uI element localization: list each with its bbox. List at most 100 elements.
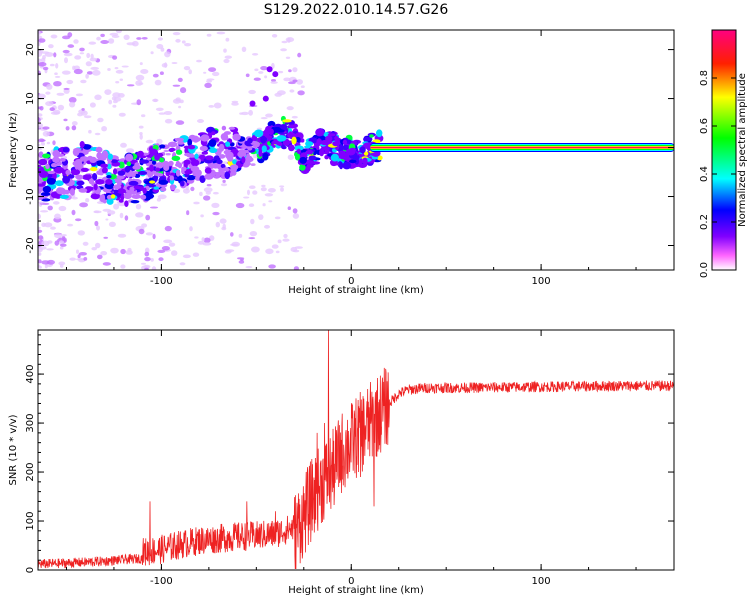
spectrogram-blob bbox=[279, 124, 288, 130]
snr-xtick-label: -100 bbox=[150, 576, 173, 587]
spectrogram-speck bbox=[158, 112, 166, 115]
spectrogram-speck bbox=[150, 51, 154, 55]
spectrogram-speck bbox=[120, 264, 126, 269]
spectrogram-blob bbox=[323, 132, 329, 137]
spectrogram-blob bbox=[305, 141, 314, 147]
spectrogram-blob bbox=[308, 155, 317, 161]
spectrogram-speck bbox=[260, 187, 267, 192]
spectrogram-speck bbox=[262, 203, 266, 207]
spectrogram-blob bbox=[124, 200, 129, 207]
spectrogram-blob bbox=[211, 131, 216, 136]
spectrogram-ytick-label: -20 bbox=[25, 237, 36, 253]
colorbar-tick-label: 0.4 bbox=[699, 166, 710, 182]
spectrogram-speck bbox=[42, 66, 49, 71]
spectrogram-blob bbox=[110, 159, 118, 164]
spectrogram-speck bbox=[95, 242, 101, 249]
spectrogram-blob bbox=[339, 161, 344, 170]
spectrogram-ytick-label: 10 bbox=[25, 92, 36, 105]
spectrogram-speck bbox=[188, 69, 192, 75]
spectrogram-blob bbox=[75, 159, 84, 163]
spectrogram-blob bbox=[38, 158, 48, 166]
spectrogram-speck bbox=[163, 239, 173, 244]
spectrogram-speck bbox=[135, 212, 144, 218]
spectrogram-speck bbox=[38, 252, 42, 256]
spectrogram-blob bbox=[134, 173, 141, 178]
spectrogram-speck bbox=[219, 218, 227, 224]
spectrogram-speck bbox=[290, 247, 298, 252]
spectrogram-blob bbox=[52, 156, 60, 164]
spectrogram-blob bbox=[363, 151, 369, 156]
spectrogram-speck bbox=[225, 37, 230, 42]
spectrogram-speck bbox=[175, 120, 185, 125]
spectrogram-speck bbox=[189, 226, 193, 232]
spectrogram-speck bbox=[203, 195, 211, 201]
spectrogram-blob bbox=[54, 166, 65, 174]
spectrogram-speck bbox=[94, 220, 99, 227]
snr-content bbox=[38, 330, 674, 570]
spectrogram-speck bbox=[89, 57, 98, 62]
spectrogram-speck bbox=[215, 221, 220, 228]
spectrogram-speck bbox=[185, 184, 189, 191]
spectrogram-speck bbox=[230, 232, 234, 237]
spectrogram-blob bbox=[54, 180, 64, 187]
spectrogram-blob bbox=[42, 153, 51, 159]
spectrogram-blob bbox=[117, 170, 126, 176]
spectrogram-speck bbox=[64, 57, 68, 64]
spectrogram-blob bbox=[186, 154, 197, 158]
spectrogram-speck bbox=[38, 226, 41, 230]
spectrogram-speck bbox=[141, 114, 146, 118]
spectrogram-speck bbox=[157, 194, 167, 200]
spectrogram-speck bbox=[157, 249, 166, 253]
spectrogram-speck bbox=[252, 190, 258, 195]
spectrogram-speck bbox=[283, 77, 291, 82]
spectrogram-speck bbox=[145, 232, 153, 236]
spectrogram-blob bbox=[145, 157, 152, 161]
spectrogram-speck bbox=[164, 225, 172, 232]
spectrogram-speck bbox=[83, 257, 88, 261]
spectrogram-blob bbox=[116, 182, 122, 186]
spectrogram-speck bbox=[119, 212, 124, 219]
spectrogram-speck bbox=[265, 248, 274, 255]
spectrogram-speck bbox=[271, 79, 276, 82]
spectrogram-speck bbox=[282, 238, 290, 242]
spectrogram-speck bbox=[61, 234, 67, 237]
spectrogram-blob bbox=[158, 179, 169, 185]
spectrogram-blob bbox=[221, 125, 227, 131]
spectrogram-xtick-label: 0 bbox=[348, 276, 354, 287]
spectrogram-blob bbox=[325, 135, 333, 142]
spectrogram-speck bbox=[240, 258, 244, 261]
spectrogram-speck bbox=[193, 201, 200, 205]
spectrogram-speck bbox=[117, 233, 127, 238]
spectrogram-frame bbox=[37, 29, 675, 271]
spectrogram-speck bbox=[254, 68, 259, 72]
spectrogram-speck bbox=[216, 31, 226, 35]
spectrogram-speck bbox=[279, 185, 285, 188]
spectrogram-speck bbox=[144, 251, 150, 257]
spectrogram-content bbox=[38, 30, 674, 270]
spectrogram-speck bbox=[156, 44, 164, 49]
spectrogram-ytick-label: 20 bbox=[25, 43, 36, 56]
spectrogram-blob bbox=[73, 148, 81, 152]
spectrogram-speck bbox=[38, 148, 43, 151]
spectrogram-speck bbox=[102, 208, 112, 212]
spectrogram-speck bbox=[268, 200, 273, 203]
spectrogram-blob bbox=[80, 156, 89, 161]
spectrogram-speck bbox=[265, 113, 273, 118]
spectrogram-speck bbox=[102, 262, 111, 266]
spectrogram-speck bbox=[85, 198, 90, 203]
spectrogram-blob bbox=[93, 183, 98, 191]
spectrogram-blob bbox=[288, 124, 297, 129]
spectrogram-speck bbox=[71, 125, 77, 131]
spectrogram-blob bbox=[224, 171, 231, 180]
spectrogram-speck bbox=[140, 69, 149, 74]
spectrogram-speck bbox=[136, 99, 142, 106]
spectrogram-blob bbox=[247, 137, 253, 144]
spectrogram-blob bbox=[130, 200, 140, 204]
spectrogram-blob bbox=[241, 156, 246, 164]
spectrogram-speck bbox=[213, 191, 219, 195]
spectrogram-speck bbox=[144, 257, 151, 262]
spectrogram-blob bbox=[258, 149, 263, 157]
spectrogram-speck bbox=[155, 107, 164, 112]
spectrogram-speck bbox=[124, 215, 129, 221]
spectrogram-speck bbox=[285, 56, 291, 59]
